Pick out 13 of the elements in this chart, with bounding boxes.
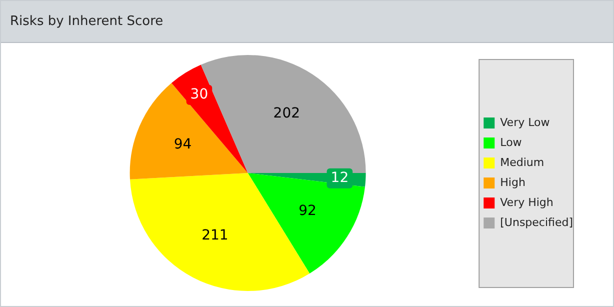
legend-label: [Unspecified] [500,216,574,229]
data-label: 12 [330,170,349,186]
data-label: 92 [298,202,316,219]
legend-label: Medium [500,156,544,169]
legend-label: High [500,176,526,189]
chart-title: Risks by Inherent Score [1,1,613,43]
legend-label: Very High [500,196,554,209]
data-label: 30 [190,86,208,102]
data-label: 211 [202,227,228,244]
legend-label: Very Low [500,116,550,129]
data-label: 202 [273,105,300,122]
data-label: 94 [174,136,192,153]
legend-label: Low [500,136,522,149]
